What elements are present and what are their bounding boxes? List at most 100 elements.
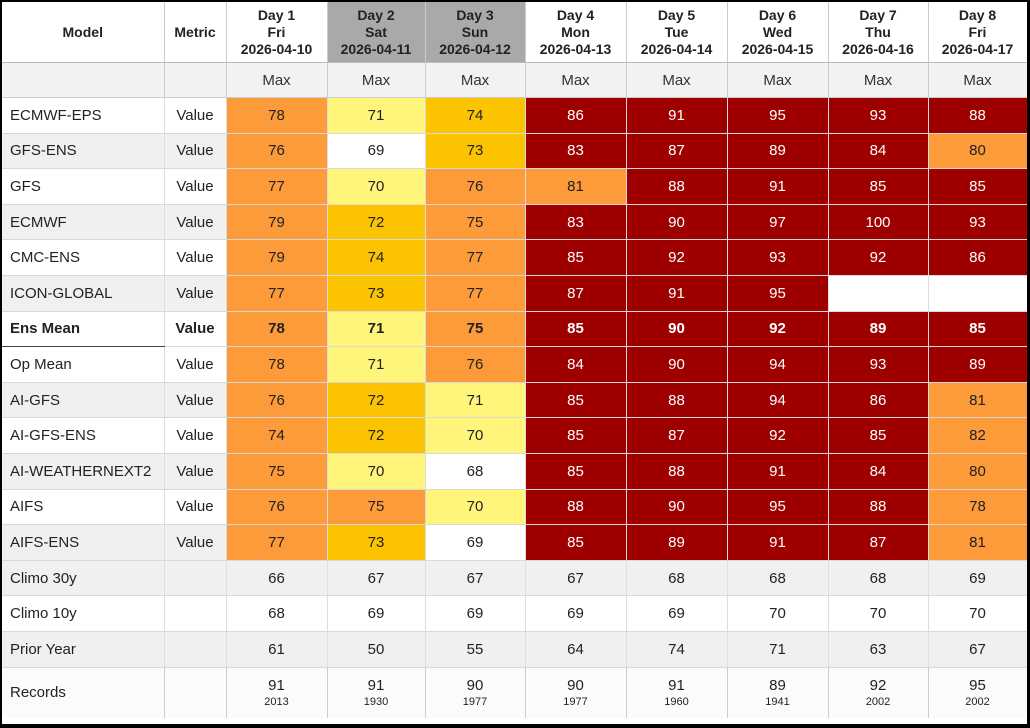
day-header-date: 2026-04-12 bbox=[439, 40, 511, 57]
record-value: 89 bbox=[769, 676, 786, 694]
record-year: 1977 bbox=[462, 695, 488, 708]
value-cell: 87 bbox=[626, 417, 728, 454]
climo-value-cell: 50 bbox=[327, 631, 426, 668]
value-cell: 72 bbox=[327, 382, 426, 419]
subheader-max-label: Max bbox=[425, 62, 526, 98]
metric-cell: Value bbox=[164, 382, 227, 419]
table-row: AIFS-ENS Value 77 73 69 85 89 91 87 81 bbox=[2, 524, 1027, 561]
value-cell: 92 bbox=[828, 239, 929, 276]
value-cell: 76 bbox=[226, 382, 328, 419]
model-name-cell: ICON-GLOBAL bbox=[2, 275, 165, 312]
value-cell: 90 bbox=[626, 489, 728, 526]
day-header-label: Day 1 bbox=[257, 6, 296, 23]
day-column-header[interactable]: Day 3 Sun 2026-04-12 bbox=[425, 2, 526, 63]
climo-value-cell: 67 bbox=[525, 560, 627, 597]
day-header-date: 2026-04-15 bbox=[741, 40, 814, 57]
climo-value-cell: 67 bbox=[327, 560, 426, 597]
model-name-cell: GFS bbox=[2, 168, 165, 205]
metric-cell: Value bbox=[164, 453, 227, 490]
day-header-label: Day 3 bbox=[456, 6, 494, 23]
day-column-header[interactable]: Day 5 Tue 2026-04-14 bbox=[626, 2, 728, 63]
model-name-cell: AI-GFS-ENS bbox=[2, 417, 165, 454]
value-cell: 71 bbox=[425, 382, 526, 419]
table-row: CMC-ENS Value 79 74 77 85 92 93 92 86 bbox=[2, 239, 1027, 276]
climo-value-cell: 64 bbox=[525, 631, 627, 668]
metric-cell: Value bbox=[164, 489, 227, 526]
value-cell: 79 bbox=[226, 239, 328, 276]
value-cell: 91 bbox=[626, 275, 728, 312]
climo-value-cell: 68 bbox=[626, 560, 728, 597]
record-cell: 89 1941 bbox=[727, 667, 829, 718]
climo-value-cell: 68 bbox=[727, 560, 829, 597]
day-column-header[interactable]: Day 7 Thu 2026-04-16 bbox=[828, 2, 929, 63]
day-header-label: Day 5 bbox=[657, 6, 696, 23]
metric-column-header[interactable]: Metric bbox=[164, 2, 227, 63]
value-cell: 86 bbox=[928, 239, 1027, 276]
value-cell: 80 bbox=[928, 453, 1027, 490]
value-cell: 85 bbox=[928, 168, 1027, 205]
value-cell: 68 bbox=[425, 453, 526, 490]
value-cell: 81 bbox=[525, 168, 627, 205]
value-cell: 73 bbox=[327, 275, 426, 312]
value-cell: 85 bbox=[525, 382, 627, 419]
value-cell: 95 bbox=[727, 275, 829, 312]
day-column-header[interactable]: Day 2 Sat 2026-04-11 bbox=[327, 2, 426, 63]
climo-value-cell: 71 bbox=[727, 631, 829, 668]
value-cell: 75 bbox=[425, 311, 526, 348]
climo-value-cell: 69 bbox=[928, 560, 1027, 597]
model-column-header[interactable]: Model bbox=[2, 2, 165, 63]
day-header-label: Day 2 bbox=[357, 6, 395, 23]
metric-cell-empty bbox=[164, 595, 227, 632]
day-header-label: Day 6 bbox=[758, 6, 797, 23]
value-cell: 70 bbox=[327, 453, 426, 490]
climo-row: Climo 30y 66 67 67 67 68 68 68 69 bbox=[2, 560, 1027, 597]
model-name-cell: Prior Year bbox=[2, 631, 165, 668]
value-cell: 88 bbox=[928, 97, 1027, 134]
table-row: AI-GFS Value 76 72 71 85 88 94 86 81 bbox=[2, 382, 1027, 419]
model-name-cell: GFS-ENS bbox=[2, 133, 165, 170]
value-cell: 92 bbox=[727, 417, 829, 454]
value-cell: 70 bbox=[425, 417, 526, 454]
value-cell: 75 bbox=[327, 489, 426, 526]
value-cell: 97 bbox=[727, 204, 829, 241]
value-cell: 94 bbox=[727, 346, 829, 383]
table-row: ECMWF-EPS Value 78 71 74 86 91 95 93 88 bbox=[2, 97, 1027, 134]
value-cell: 85 bbox=[928, 311, 1027, 348]
climo-value-cell: 70 bbox=[828, 595, 929, 632]
value-cell: 78 bbox=[226, 311, 328, 348]
value-cell: 77 bbox=[226, 524, 328, 561]
records-row: Records 91 2013 91 1930 90 1977 90 1977 91 1960 89 1… bbox=[2, 667, 1027, 718]
value-cell: 85 bbox=[525, 417, 627, 454]
climo-value-cell: 69 bbox=[327, 595, 426, 632]
day-header-dow: Fri bbox=[968, 23, 987, 40]
value-cell: 88 bbox=[828, 489, 929, 526]
day-header-dow: Wed bbox=[762, 23, 793, 40]
value-cell: 88 bbox=[626, 382, 728, 419]
value-cell: 92 bbox=[727, 311, 829, 348]
metric-cell-empty bbox=[164, 667, 227, 718]
metric-cell: Value bbox=[164, 417, 227, 454]
climo-row: Climo 10y 68 69 69 69 69 70 70 70 bbox=[2, 595, 1027, 632]
climo-value-cell: 68 bbox=[226, 595, 328, 632]
model-name-cell: Ens Mean bbox=[2, 310, 165, 348]
day-header-date: 2026-04-16 bbox=[842, 40, 914, 57]
model-name-cell: AI-GFS bbox=[2, 382, 165, 419]
record-year: 1977 bbox=[563, 695, 588, 708]
value-cell: 90 bbox=[626, 311, 728, 348]
value-cell: 75 bbox=[226, 453, 328, 490]
value-cell: 91 bbox=[727, 453, 829, 490]
value-cell: 87 bbox=[828, 524, 929, 561]
day-header-date: 2026-04-17 bbox=[941, 40, 1014, 57]
day-column-header[interactable]: Day 4 Mon 2026-04-13 bbox=[525, 2, 627, 63]
day-column-header[interactable]: Day 1 Fri 2026-04-10 bbox=[226, 2, 328, 63]
day-column-header[interactable]: Day 8 Fri 2026-04-17 bbox=[928, 2, 1027, 63]
metric-cell-empty bbox=[164, 631, 227, 668]
subheader-max-label: Max bbox=[727, 62, 829, 98]
metric-cell: Value bbox=[164, 524, 227, 561]
value-cell: 76 bbox=[425, 346, 526, 383]
value-cell: 79 bbox=[226, 204, 328, 241]
day-column-header[interactable]: Day 6 Wed 2026-04-15 bbox=[727, 2, 829, 63]
value-cell: 95 bbox=[727, 97, 829, 134]
value-cell: 91 bbox=[727, 168, 829, 205]
climo-value-cell: 63 bbox=[828, 631, 929, 668]
